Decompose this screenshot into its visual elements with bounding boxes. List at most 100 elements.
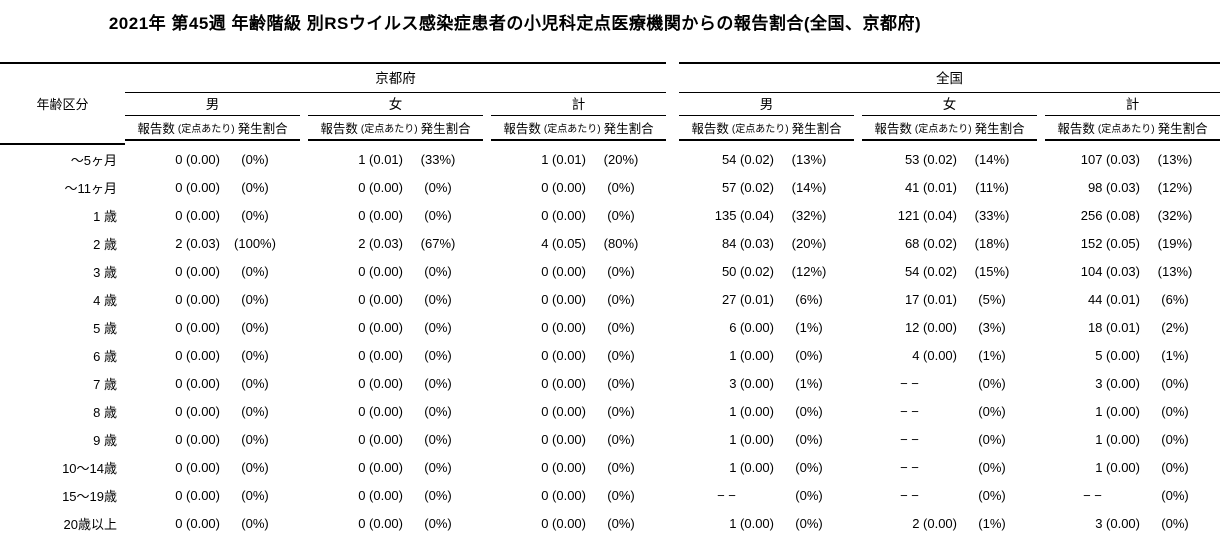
age-label: 1 歳 xyxy=(93,208,117,224)
data-cell: 1 (0.00) (0%) xyxy=(679,460,854,475)
data-cell: − − (0%) xyxy=(862,432,1037,447)
page-title: 2021年 第45週 年齢階級 別RSウイルス感染症患者の小児科定点医療機関から… xyxy=(108,14,922,33)
rate-value: (20%) xyxy=(603,151,639,167)
table-row: 10〜14歳 0 (0.00) (0%) 0 (0.00) (0%) 0 (0.… xyxy=(0,453,1220,481)
rate-value: (14%) xyxy=(791,179,827,195)
reports-value: 0 (0.00) xyxy=(358,347,403,363)
rate-value: (6%) xyxy=(1161,291,1189,307)
reports-value: 0 (0.00) xyxy=(541,431,586,447)
rate-value: (0%) xyxy=(241,347,269,363)
rate-value: (33%) xyxy=(420,151,456,167)
reports-value: 1 (0.00) xyxy=(1095,431,1140,447)
reports-value: 0 (0.00) xyxy=(175,151,220,167)
rate-value: (0%) xyxy=(241,515,269,531)
reports-value: 104 (0.03) xyxy=(1080,263,1140,279)
reports-value: 0 (0.00) xyxy=(175,291,220,307)
rate-value: (0%) xyxy=(607,179,635,195)
data-cell: 1 (0.00) (0%) xyxy=(679,516,854,531)
reports-value: 5 (0.00) xyxy=(1095,347,1140,363)
rate-value: (0%) xyxy=(424,459,452,475)
rate-value: (0%) xyxy=(978,487,1006,503)
reports-value: 0 (0.00) xyxy=(358,431,403,447)
reports-value: 50 (0.02) xyxy=(721,263,774,279)
data-cell: 1 (0.01) (20%) xyxy=(491,152,666,167)
rate-value: (0%) xyxy=(607,263,635,279)
rate-value: (0%) xyxy=(607,515,635,531)
data-cell: 0 (0.00) (0%) xyxy=(308,432,483,447)
sex-header-male: 男 xyxy=(679,93,854,116)
reports-value: 57 (0.02) xyxy=(721,179,774,195)
data-cell: 2 (0.03) (100%) xyxy=(120,236,300,251)
data-cell: 0 (0.00) (0%) xyxy=(491,404,666,419)
rate-value: (0%) xyxy=(241,263,269,279)
rate-value: (13%) xyxy=(791,151,827,167)
rate-value: (0%) xyxy=(424,319,452,335)
table-header: 年齢区分 京都府 男 女 計 報告数 (定点あたり) 発生割合 報告数 xyxy=(0,62,1220,145)
rate-value: (0%) xyxy=(424,347,452,363)
rate-value: (0%) xyxy=(424,431,452,447)
rate-value: (0%) xyxy=(424,375,452,391)
reports-value: 0 (0.00) xyxy=(358,179,403,195)
rate-value: (0%) xyxy=(607,459,635,475)
table-row: 15〜19歳 0 (0.00) (0%) 0 (0.00) (0%) 0 (0.… xyxy=(0,481,1220,509)
reports-value: 0 (0.00) xyxy=(175,431,220,447)
data-cell: 0 (0.00) (0%) xyxy=(120,376,300,391)
rate-value: (0%) xyxy=(795,347,823,363)
rate-value: (1%) xyxy=(795,319,823,335)
reports-value: 2 (0.00) xyxy=(912,515,957,531)
reports-value: 0 (0.00) xyxy=(541,459,586,475)
data-cell: 27 (0.01) (6%) xyxy=(679,292,854,307)
age-label: 2 歳 xyxy=(93,236,117,252)
data-cell: 0 (0.00) (0%) xyxy=(308,460,483,475)
subheader: 報告数 (定点あたり) 発生割合 xyxy=(491,116,666,141)
sex-header-male: 男 xyxy=(125,93,300,116)
age-column-header-label: 年齢区分 xyxy=(36,97,89,112)
age-label: 9 歳 xyxy=(93,432,117,448)
rate-value: (100%) xyxy=(234,235,276,251)
age-label: 6 歳 xyxy=(93,348,117,364)
rate-value: (0%) xyxy=(607,207,635,223)
rate-value: (0%) xyxy=(795,459,823,475)
rate-value: (0%) xyxy=(795,515,823,531)
subheader: 報告数 (定点あたり) 発生割合 xyxy=(862,116,1037,141)
reports-value: 0 (0.00) xyxy=(175,179,220,195)
reports-value: 0 (0.00) xyxy=(358,459,403,475)
table-row: 20歳以上 0 (0.00) (0%) 0 (0.00) (0%) 0 (0.0… xyxy=(0,509,1220,535)
rate-value: (0%) xyxy=(241,431,269,447)
rate-value: (0%) xyxy=(795,403,823,419)
age-column-header: 年齢区分 xyxy=(0,62,125,145)
rate-value: (0%) xyxy=(241,375,269,391)
data-cell: 0 (0.00) (0%) xyxy=(491,180,666,195)
reports-value: 0 (0.00) xyxy=(358,207,403,223)
reports-value: 12 (0.00) xyxy=(904,319,957,335)
reports-value: 0 (0.00) xyxy=(358,487,403,503)
subheader-row: 報告数 (定点あたり) 発生割合 報告数 (定点あたり) 発生割合 報告数 (定… xyxy=(125,116,666,141)
subheader: 報告数 (定点あたり) 発生割合 xyxy=(308,116,483,141)
sex-header-total: 計 xyxy=(1045,93,1220,116)
table-row: 5 歳 0 (0.00) (0%) 0 (0.00) (0%) 0 (0.00)… xyxy=(0,313,1220,341)
rate-value: (0%) xyxy=(607,431,635,447)
data-cell: 1 (0.00) (0%) xyxy=(1045,460,1220,475)
per-sentinel-label: (定点あたり) xyxy=(177,124,235,135)
data-cell: 44 (0.01) (6%) xyxy=(1045,292,1220,307)
reports-value: 98 (0.03) xyxy=(1087,179,1140,195)
region-name: 全国 xyxy=(679,64,1220,93)
data-cell: 4 (0.05) (80%) xyxy=(491,236,666,251)
data-cell: 98 (0.03) (12%) xyxy=(1045,180,1220,195)
data-cell: 1 (0.00) (0%) xyxy=(679,404,854,419)
data-cell: 3 (0.00) (0%) xyxy=(1045,376,1220,391)
age-label: 10〜14歳 xyxy=(62,460,117,476)
subheader: 報告数 (定点あたり) 発生割合 xyxy=(125,116,300,141)
data-cell: 0 (0.00) (0%) xyxy=(120,320,300,335)
data-cell: − − (0%) xyxy=(679,488,854,503)
rate-value: (0%) xyxy=(424,291,452,307)
data-cell: 104 (0.03) (13%) xyxy=(1045,264,1220,279)
data-cell: 0 (0.00) (0%) xyxy=(308,348,483,363)
rate-label: 発生割合 xyxy=(974,122,1025,136)
reports-value: 0 (0.00) xyxy=(541,515,586,531)
reports-value: 0 (0.00) xyxy=(175,375,220,391)
age-label: 15〜19歳 xyxy=(62,488,117,504)
reports-value: 107 (0.03) xyxy=(1080,151,1140,167)
data-cell: 0 (0.00) (0%) xyxy=(308,180,483,195)
table-row: 9 歳 0 (0.00) (0%) 0 (0.00) (0%) 0 (0.00)… xyxy=(0,425,1220,453)
